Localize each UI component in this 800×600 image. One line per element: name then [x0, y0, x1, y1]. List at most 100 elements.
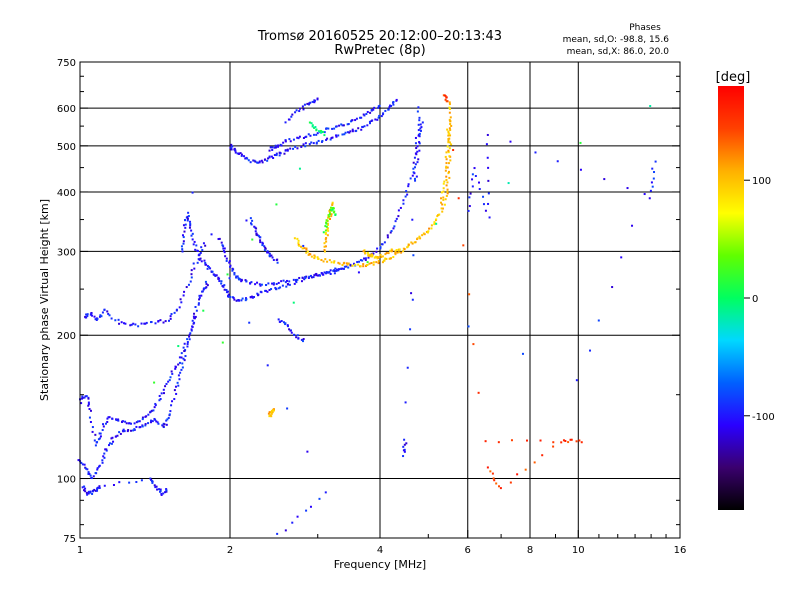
echo-point	[404, 195, 407, 198]
echo-point	[381, 261, 384, 264]
colorbar-label: [deg]	[716, 70, 751, 85]
echo-point	[180, 368, 183, 371]
echo-point	[445, 184, 448, 187]
echo-point	[272, 282, 275, 285]
echo-point	[342, 267, 345, 270]
echo-point	[346, 263, 349, 266]
echo-point	[90, 476, 93, 479]
echo-point	[376, 118, 379, 121]
echo-point	[335, 135, 338, 138]
echo-point	[448, 106, 451, 109]
echo-point	[161, 424, 164, 427]
echo-point	[330, 137, 333, 140]
echo-point	[166, 418, 169, 421]
echo-point	[310, 122, 313, 125]
echo-point	[469, 192, 472, 195]
echo-point	[603, 178, 606, 181]
echo-point	[446, 100, 449, 103]
echo-point	[444, 155, 447, 158]
echo-point	[270, 288, 273, 291]
echo-point	[291, 521, 294, 524]
echo-point	[344, 131, 347, 134]
echo-point	[87, 403, 90, 406]
echo-point	[330, 206, 333, 209]
x-tick-label: 8	[527, 545, 533, 556]
echo-point	[218, 280, 221, 283]
echo-point	[186, 215, 189, 218]
echo-point	[102, 455, 105, 458]
echo-point	[356, 261, 359, 264]
echo-point	[294, 278, 297, 281]
echo-point	[275, 259, 278, 262]
echo-point	[191, 319, 194, 322]
echo-point	[649, 189, 652, 192]
echo-point	[360, 116, 363, 119]
echo-point	[240, 153, 243, 156]
echo-point	[144, 424, 147, 427]
echo-point	[263, 245, 266, 248]
echo-point	[419, 123, 422, 126]
echo-point	[298, 244, 301, 247]
echo-point	[447, 130, 450, 133]
echo-point	[156, 488, 159, 491]
echo-point	[285, 279, 288, 282]
echo-point	[448, 155, 451, 158]
echo-point	[122, 428, 125, 431]
echo-point	[303, 247, 306, 250]
echo-point	[367, 256, 370, 259]
echo-point	[260, 283, 263, 286]
echo-point	[270, 411, 273, 414]
echo-point	[107, 416, 110, 419]
echo-point	[202, 242, 205, 245]
echo-point	[186, 343, 189, 346]
echo-point	[419, 237, 422, 240]
y-tick-label: 75	[63, 534, 76, 545]
echo-point	[264, 246, 267, 249]
grid-lines	[80, 62, 680, 538]
echo-point	[227, 290, 230, 293]
echo-point	[358, 260, 361, 263]
echo-point	[295, 109, 298, 112]
echo-point	[168, 379, 171, 382]
echo-point	[449, 129, 452, 132]
echo-point	[225, 259, 228, 262]
echo-point	[251, 238, 254, 241]
echo-point	[222, 245, 225, 248]
echo-point	[266, 290, 269, 293]
echo-point	[327, 271, 330, 274]
echo-point	[325, 221, 328, 224]
echo-point	[445, 151, 448, 154]
echo-point	[387, 108, 390, 111]
echo-point	[81, 463, 84, 466]
echo-point	[324, 238, 327, 241]
echo-point	[231, 269, 234, 272]
echo-point	[205, 282, 208, 285]
echo-point	[415, 147, 418, 150]
echo-point	[450, 124, 453, 127]
echo-point	[377, 262, 380, 265]
echo-point	[228, 260, 231, 263]
echo-point	[233, 273, 236, 276]
echo-point	[256, 292, 259, 295]
echo-point	[301, 105, 304, 108]
echo-point	[194, 248, 197, 251]
echo-point	[313, 99, 316, 102]
echo-point	[207, 265, 210, 268]
echo-point	[370, 253, 373, 256]
echo-point	[351, 119, 354, 122]
echo-point	[474, 174, 477, 177]
echo-point	[445, 175, 448, 178]
echo-point	[403, 450, 406, 453]
echo-point	[448, 127, 451, 130]
echo-point	[509, 140, 512, 143]
echo-point	[486, 156, 489, 159]
echo-point	[206, 267, 209, 270]
echo-point	[256, 161, 259, 164]
echo-point	[190, 229, 193, 232]
echo-point	[215, 274, 218, 277]
echo-point	[377, 260, 380, 263]
echo-point	[304, 276, 307, 279]
echo-point	[327, 214, 330, 217]
echo-point	[230, 143, 233, 146]
echo-point	[175, 308, 178, 311]
